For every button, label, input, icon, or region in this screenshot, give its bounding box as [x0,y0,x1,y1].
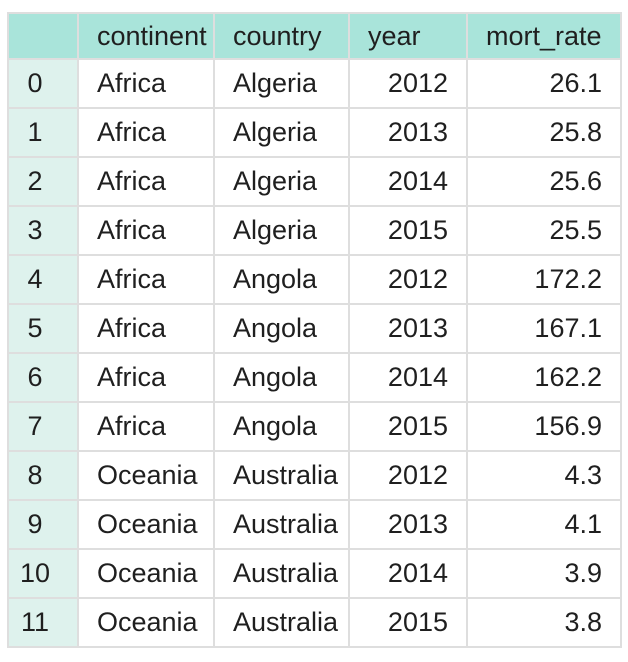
cell-mort-rate: 25.6 [466,156,622,207]
cell-year: 2015 [348,205,468,256]
cell-continent: Africa [77,401,215,452]
cell-continent: Africa [77,107,215,158]
cell-country: Algeria [213,156,350,207]
table-row: 9 Oceania Australia 2013 4.1 [7,499,622,550]
row-index: 1 [7,107,79,158]
cell-mort-rate: 162.2 [466,352,622,403]
row-index: 4 [7,254,79,305]
cell-country: Angola [213,401,350,452]
column-header-country: country [213,12,350,60]
cell-mort-rate: 172.2 [466,254,622,305]
cell-year: 2014 [348,156,468,207]
cell-year: 2012 [348,254,468,305]
cell-continent: Oceania [77,450,215,501]
cell-country: Algeria [213,107,350,158]
column-header-continent: continent [77,12,215,60]
cell-year: 2012 [348,58,468,109]
table-row: 6 Africa Angola 2014 162.2 [7,352,622,403]
row-index: 0 [7,58,79,109]
cell-mort-rate: 4.1 [466,499,622,550]
row-index: 11 [7,597,79,648]
cell-mort-rate: 26.1 [466,58,622,109]
column-header-mort-rate: mort_rate [466,12,622,60]
cell-continent: Africa [77,254,215,305]
cell-country: Australia [213,548,350,599]
dataframe-container: continent country year mort_rate 0 Africa… [7,12,622,648]
column-header-year: year [348,12,468,60]
cell-country: Australia [213,499,350,550]
cell-country: Angola [213,254,350,305]
cell-continent: Oceania [77,548,215,599]
table-row: 11 Oceania Australia 2015 3.8 [7,597,622,648]
cell-mort-rate: 167.1 [466,303,622,354]
cell-continent: Oceania [77,499,215,550]
table-row: 4 Africa Angola 2012 172.2 [7,254,622,305]
table-row: 2 Africa Algeria 2014 25.6 [7,156,622,207]
cell-mort-rate: 156.9 [466,401,622,452]
cell-continent: Oceania [77,597,215,648]
cell-country: Australia [213,450,350,501]
header-row: continent country year mort_rate [7,12,622,60]
cell-country: Angola [213,303,350,354]
index-column-header [7,12,79,60]
cell-continent: Africa [77,205,215,256]
cell-year: 2012 [348,450,468,501]
cell-year: 2015 [348,401,468,452]
table-row: 3 Africa Algeria 2015 25.5 [7,205,622,256]
cell-continent: Africa [77,303,215,354]
cell-year: 2013 [348,303,468,354]
cell-mort-rate: 3.8 [466,597,622,648]
cell-year: 2013 [348,499,468,550]
cell-year: 2014 [348,548,468,599]
cell-year: 2015 [348,597,468,648]
table-row: 5 Africa Angola 2013 167.1 [7,303,622,354]
table-row: 1 Africa Algeria 2013 25.8 [7,107,622,158]
cell-year: 2014 [348,352,468,403]
row-index: 3 [7,205,79,256]
table-row: 10 Oceania Australia 2014 3.9 [7,548,622,599]
row-index: 7 [7,401,79,452]
cell-country: Algeria [213,58,350,109]
row-index: 2 [7,156,79,207]
cell-continent: Africa [77,58,215,109]
table-row: 7 Africa Angola 2015 156.9 [7,401,622,452]
cell-country: Angola [213,352,350,403]
table-row: 0 Africa Algeria 2012 26.1 [7,58,622,109]
dataframe-table: continent country year mort_rate 0 Africa… [7,12,622,648]
cell-country: Australia [213,597,350,648]
cell-mort-rate: 4.3 [466,450,622,501]
cell-mort-rate: 25.5 [466,205,622,256]
row-index: 5 [7,303,79,354]
cell-continent: Africa [77,352,215,403]
row-index: 6 [7,352,79,403]
cell-mort-rate: 3.9 [466,548,622,599]
row-index: 10 [7,548,79,599]
row-index: 9 [7,499,79,550]
table-row: 8 Oceania Australia 2012 4.3 [7,450,622,501]
cell-mort-rate: 25.8 [466,107,622,158]
table-body: 0 Africa Algeria 2012 26.1 1 Africa Algeria 2013… [7,58,622,648]
row-index: 8 [7,450,79,501]
cell-country: Algeria [213,205,350,256]
cell-year: 2013 [348,107,468,158]
cell-continent: Africa [77,156,215,207]
